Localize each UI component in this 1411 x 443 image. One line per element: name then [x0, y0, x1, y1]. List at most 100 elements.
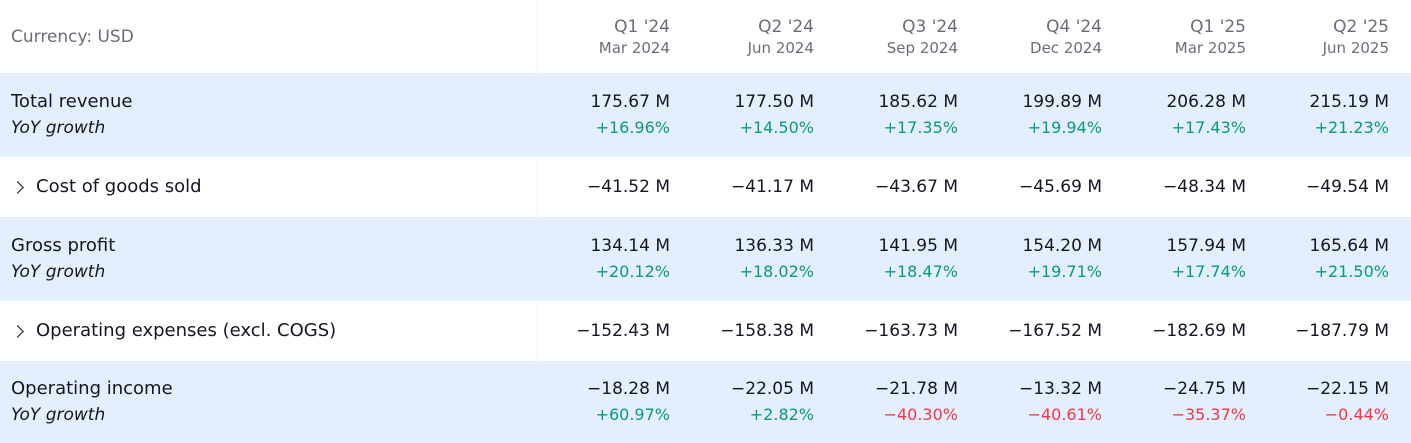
cell-value: 177.50 M [734, 92, 814, 112]
cell-value: −167.52 M [1008, 321, 1102, 341]
cell-value: −48.34 M [1163, 177, 1246, 197]
cell-value: −22.05 M [731, 379, 814, 399]
row-label: Cost of goods sold [36, 176, 202, 197]
cell-growth: +18.02% [739, 262, 814, 281]
cell-value: −13.32 M [1019, 379, 1102, 399]
cell-value: −182.69 M [1152, 321, 1246, 341]
table-cell: 141.95 M +18.47% [836, 217, 980, 301]
cell-value: 157.94 M [1166, 236, 1246, 256]
cell-growth: +19.71% [1027, 262, 1102, 281]
period-date: Jun 2024 [747, 38, 814, 57]
cell-growth: +19.94% [1027, 118, 1102, 137]
row-total-revenue: Total revenue YoY growth 175.67 M +16.96%… [0, 73, 1411, 157]
period-quarter: Q2 '25 [1333, 16, 1389, 37]
table-header: Currency: USD Q1 '24 Mar 2024 Q2 '24 Jun… [0, 0, 1411, 73]
table-cell: 199.89 M +19.94% [980, 73, 1124, 157]
cell-growth: +21.23% [1314, 118, 1389, 137]
row-operating-income: Operating income YoY growth −18.28 M +60.… [0, 361, 1411, 443]
table-cell: 136.33 M +18.02% [692, 217, 836, 301]
cell-value: −152.43 M [576, 321, 670, 341]
cell-growth: −35.37% [1171, 405, 1246, 424]
period-header: Q4 '24 Dec 2024 [980, 0, 1124, 73]
cell-growth: +18.47% [883, 262, 958, 281]
table-cell: 175.67 M +16.96% [538, 73, 692, 157]
row-sub-label: YoY growth [11, 262, 106, 282]
currency-label: Currency: USD [0, 0, 538, 73]
period-quarter: Q1 '25 [1190, 16, 1246, 37]
table-cell: 165.64 M +21.50% [1268, 217, 1411, 301]
row-operating-expenses: Operating expenses (excl. COGS) −152.43 … [0, 301, 1411, 361]
period-date: Jun 2025 [1322, 38, 1389, 57]
table-cell: 206.28 M +17.43% [1124, 73, 1268, 157]
table-cell: −41.17 M [692, 157, 836, 217]
cell-growth: +2.82% [749, 405, 814, 424]
table-cell: −21.78 M −40.30% [836, 361, 980, 443]
cell-growth: +16.96% [595, 118, 670, 137]
period-quarter: Q2 '24 [758, 16, 814, 37]
cell-value: 154.20 M [1022, 236, 1102, 256]
table-cell: 215.19 M +21.23% [1268, 73, 1411, 157]
table-cell: 177.50 M +14.50% [692, 73, 836, 157]
table-cell: −163.73 M [836, 301, 980, 361]
cell-value: 165.64 M [1309, 236, 1389, 256]
cell-value: −163.73 M [864, 321, 958, 341]
cell-value: −158.38 M [720, 321, 814, 341]
table-cell: −152.43 M [538, 301, 692, 361]
cell-growth: −40.61% [1027, 405, 1102, 424]
row-sub-label: YoY growth [11, 405, 106, 425]
cell-value: −18.28 M [587, 379, 670, 399]
table-cell: −187.79 M [1268, 301, 1411, 361]
table-cell: 185.62 M +17.35% [836, 73, 980, 157]
table-cell: −18.28 M +60.97% [538, 361, 692, 443]
table-cell: −13.32 M −40.61% [980, 361, 1124, 443]
cell-growth: −0.44% [1324, 405, 1389, 424]
cell-value: −21.78 M [875, 379, 958, 399]
cell-value: 141.95 M [878, 236, 958, 256]
cell-value: 206.28 M [1166, 92, 1246, 112]
cell-value: −43.67 M [875, 177, 958, 197]
table-cell: −22.05 M +2.82% [692, 361, 836, 443]
expand-opex-button[interactable]: Operating expenses (excl. COGS) [11, 318, 537, 344]
cell-value: −41.17 M [731, 177, 814, 197]
chevron-right-icon [11, 324, 24, 338]
period-date: Mar 2025 [1174, 38, 1246, 57]
cell-value: −49.54 M [1306, 177, 1389, 197]
row-gross-profit: Gross profit YoY growth 134.14 M +20.12% … [0, 217, 1411, 301]
table-cell: 134.14 M +20.12% [538, 217, 692, 301]
cell-value: 199.89 M [1022, 92, 1102, 112]
cell-value: 175.67 M [590, 92, 670, 112]
cell-growth: +60.97% [595, 405, 670, 424]
period-date: Sep 2024 [886, 38, 958, 57]
cell-value: −45.69 M [1019, 177, 1102, 197]
cell-growth: +21.50% [1314, 262, 1389, 281]
table-cell: −22.15 M −0.44% [1268, 361, 1411, 443]
cell-growth: +17.35% [883, 118, 958, 137]
table-cell: 157.94 M +17.74% [1124, 217, 1268, 301]
chevron-right-icon [11, 180, 24, 194]
table-cell: −45.69 M [980, 157, 1124, 217]
cell-value: −41.52 M [587, 177, 670, 197]
period-header: Q3 '24 Sep 2024 [836, 0, 980, 73]
cell-value: −187.79 M [1295, 321, 1389, 341]
cell-value: −24.75 M [1163, 379, 1246, 399]
row-label: Operating income [11, 378, 173, 399]
cell-value: 215.19 M [1309, 92, 1389, 112]
expand-cogs-button[interactable]: Cost of goods sold [11, 174, 537, 200]
cell-growth: −40.30% [883, 405, 958, 424]
cell-growth: +20.12% [595, 262, 670, 281]
period-date: Dec 2024 [1030, 38, 1102, 57]
currency-label-text: Currency: USD [11, 26, 134, 47]
period-quarter: Q4 '24 [1046, 16, 1102, 37]
table-cell: −182.69 M [1124, 301, 1268, 361]
period-quarter: Q3 '24 [902, 16, 958, 37]
table-cell: −158.38 M [692, 301, 836, 361]
table-cell: −43.67 M [836, 157, 980, 217]
period-header: Q1 '24 Mar 2024 [538, 0, 692, 73]
row-label: Operating expenses (excl. COGS) [36, 320, 337, 341]
row-cost-of-goods-sold: Cost of goods sold −41.52 M −41.17 M −43… [0, 157, 1411, 217]
period-header: Q2 '25 Jun 2025 [1268, 0, 1411, 73]
table-cell: 154.20 M +19.71% [980, 217, 1124, 301]
cell-value: −22.15 M [1306, 379, 1389, 399]
period-header: Q1 '25 Mar 2025 [1124, 0, 1268, 73]
